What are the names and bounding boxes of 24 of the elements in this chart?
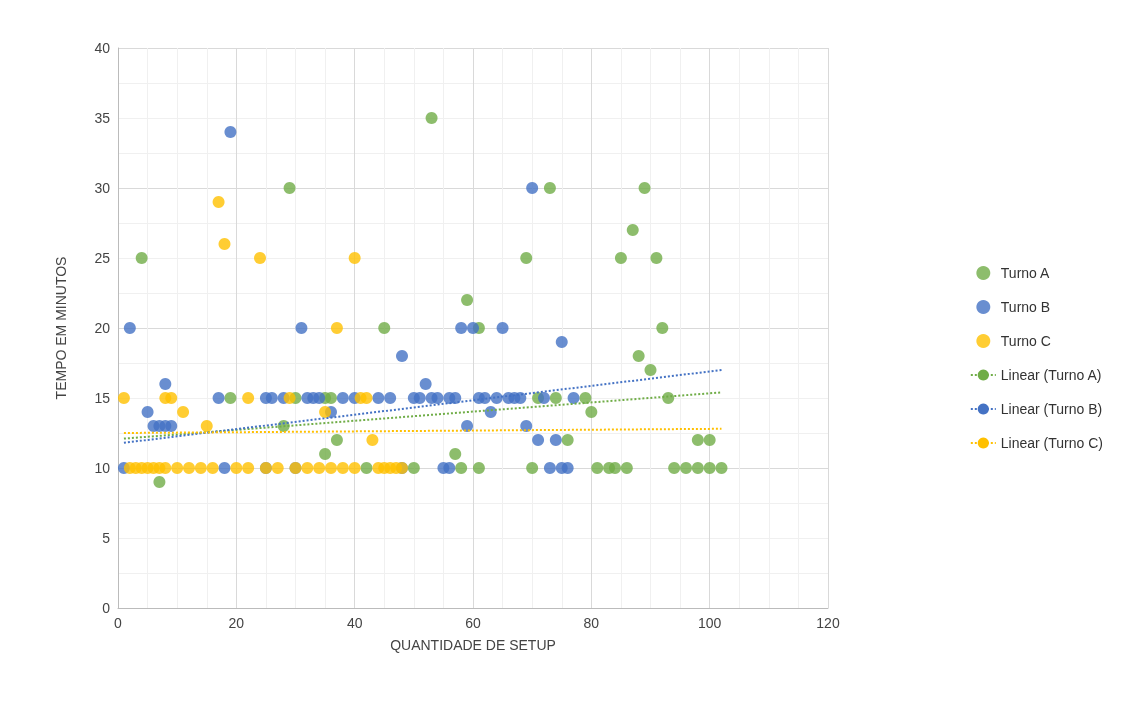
legend-label: Linear (Turno A) [1000,367,1102,383]
x-tick-label: 40 [346,615,363,631]
x-axis-title: QUANTIDADE DE SETUP [390,637,556,653]
y-tick-label: 15 [94,390,111,406]
y-tick-label: 25 [94,250,111,266]
x-tick-label: 0 [114,615,123,631]
x-tick-label: 20 [228,615,245,631]
y-tick-label: 35 [94,110,111,126]
y-tick-label: 40 [94,40,111,56]
x-tick-label: 120 [816,615,840,631]
y-axis-title: TEMPO EM MINUTOS [53,256,69,400]
x-tick-label: 60 [465,615,481,631]
legend-label: Turno C [1000,333,1051,349]
y-tick-label: 0 [102,600,111,616]
y-tick-label: 30 [94,180,111,196]
x-tick-label: 80 [583,615,600,631]
legend-label: Linear (Turno C) [1000,435,1103,451]
legend-label: Turno A [1000,265,1050,281]
legend-label: Linear (Turno B) [1000,401,1103,417]
y-tick-label: 5 [102,530,111,546]
y-tick-label: 10 [94,460,111,476]
x-tick-label: 100 [697,615,722,631]
legend-label: Turno B [1000,299,1051,315]
y-tick-label: 20 [94,320,111,336]
